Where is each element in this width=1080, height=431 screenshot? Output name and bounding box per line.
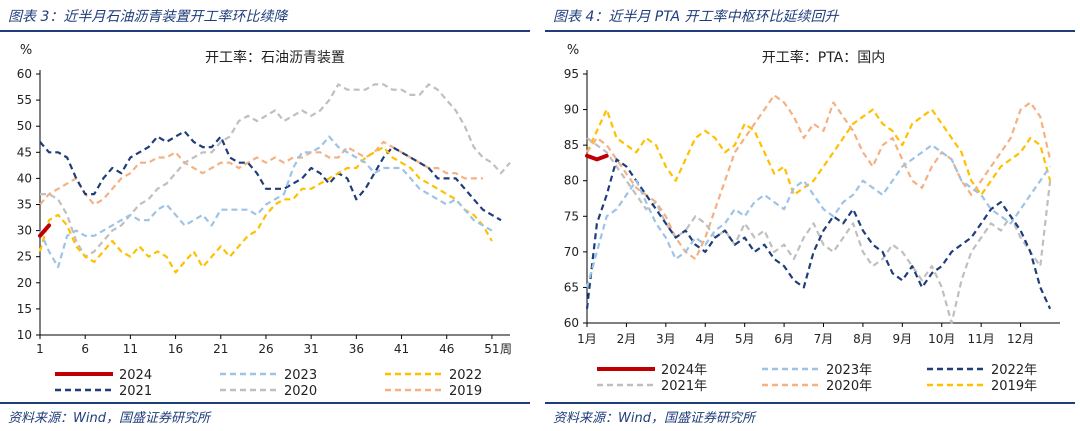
- x-tick-label: 6月: [774, 332, 794, 346]
- x-tick-label: 11: [123, 342, 138, 356]
- y-tick-label: 55: [17, 93, 32, 107]
- x-tick-label: 1月: [577, 332, 597, 346]
- x-axis-unit: 周: [500, 342, 512, 356]
- series-line-2023: [38, 135, 493, 269]
- y-tick-label: 50: [17, 119, 32, 133]
- title-rule: [545, 30, 1075, 32]
- chart-title: 开工率：PTA：国内: [762, 49, 885, 66]
- x-tick-label: 26: [258, 342, 273, 356]
- x-tick-label: 12月: [1007, 332, 1034, 346]
- legend-label: 2022: [449, 368, 482, 383]
- y-tick-label: 10: [17, 328, 32, 342]
- series-line-2021年: [586, 137, 1052, 325]
- legend-label: 2021: [119, 384, 152, 399]
- x-tick-label: 6: [81, 342, 89, 356]
- y-axis-unit: %: [20, 43, 32, 58]
- x-tick-label: 46: [439, 342, 454, 356]
- legend-label: 2020: [284, 384, 317, 399]
- x-tick-label: 11月: [968, 332, 995, 346]
- x-tick-label: 9月: [893, 332, 913, 346]
- series-line-2019年: [586, 108, 1052, 196]
- series-line-2019: [39, 140, 483, 206]
- legend-label: 2024: [119, 368, 152, 383]
- y-tick-label: 85: [564, 138, 579, 152]
- y-tick-label: 90: [564, 103, 579, 117]
- chart-panel-pta: 图表 4：近半月 PTA 开工率中枢环比延续回升 60 65 70 75 80 85 90 9…: [545, 0, 1075, 431]
- x-tick-label: 21: [213, 342, 228, 356]
- x-tick-label: 1: [36, 342, 44, 356]
- y-tick-label: 95: [564, 67, 579, 81]
- x-tick-label: 5月: [735, 332, 755, 346]
- source-rule: [0, 402, 530, 404]
- y-tick-label: 45: [17, 145, 32, 159]
- y-tick-label: 35: [17, 198, 32, 212]
- legend-label: 2023年: [826, 363, 872, 378]
- series-line-2021: [39, 130, 502, 222]
- x-tick-label: 41: [394, 342, 409, 356]
- y-axis-unit: %: [567, 43, 579, 58]
- x-tick-label: 2月: [617, 332, 637, 346]
- figure-title: 图表 3：近半月石油沥青装置开工率环比续降: [8, 9, 288, 25]
- x-tick-label: 8月: [853, 332, 873, 346]
- legend-label: 2022年: [991, 363, 1037, 378]
- y-tick-label: 75: [564, 209, 579, 223]
- y-tick-label: 70: [564, 245, 579, 259]
- legend-label: 2021年: [661, 379, 707, 394]
- legend-label: 2023: [284, 368, 317, 383]
- y-tick-label: 40: [17, 171, 32, 185]
- y-tick-label: 60: [17, 67, 32, 81]
- y-tick-label: 60: [564, 316, 579, 330]
- x-tick-label: 3月: [656, 332, 676, 346]
- series-line-2022年: [585, 158, 1052, 310]
- chart-title: 开工率：石油沥青装置: [205, 49, 345, 66]
- x-tick-label: 16: [168, 342, 183, 356]
- source-rule: [545, 402, 1075, 404]
- series-line-2020: [40, 83, 511, 258]
- y-tick-label: 25: [17, 250, 32, 264]
- legend-label: 2019年: [991, 379, 1037, 394]
- title-rule: [0, 30, 530, 32]
- series-line-2022: [38, 146, 493, 274]
- figure-title: 图表 4：近半月 PTA 开工率中枢环比延续回升: [553, 9, 839, 25]
- series-line-2024年: [585, 153, 609, 162]
- x-tick-label: 4月: [695, 332, 715, 346]
- legend-label: 2020年: [826, 379, 872, 394]
- y-tick-label: 30: [17, 224, 32, 238]
- x-tick-label: 31: [304, 342, 319, 356]
- pta-utilization-chart: 60 65 70 75 80 85 90 95% 1月 2月 3月 4月 5月 6月 7月 8月 9月 10月 11…: [564, 43, 1060, 394]
- x-tick-label: 36: [349, 342, 364, 356]
- series-line-2023年: [585, 144, 1052, 288]
- y-tick-label: 20: [17, 276, 32, 290]
- y-tick-label: 15: [17, 302, 32, 316]
- x-tick-label: 51: [484, 342, 499, 356]
- series-line-2024: [38, 223, 51, 238]
- series-line-2020年: [586, 94, 1052, 261]
- legend-label: 2024年: [661, 363, 707, 378]
- source-note: 资料来源：Wind，国盛证券研究所: [8, 411, 210, 426]
- y-tick-label: 80: [564, 174, 579, 188]
- source-note: 资料来源：Wind，国盛证券研究所: [553, 411, 755, 426]
- x-tick-label: 10月: [928, 332, 955, 346]
- legend-label: 2019: [449, 384, 482, 399]
- chart-panel-asphalt: 图表 3：近半月石油沥青装置开工率环比续降 10 15 20 25 30 35 40 45 50…: [0, 0, 530, 431]
- x-tick-label: 7月: [814, 332, 834, 346]
- y-tick-label: 65: [564, 280, 579, 294]
